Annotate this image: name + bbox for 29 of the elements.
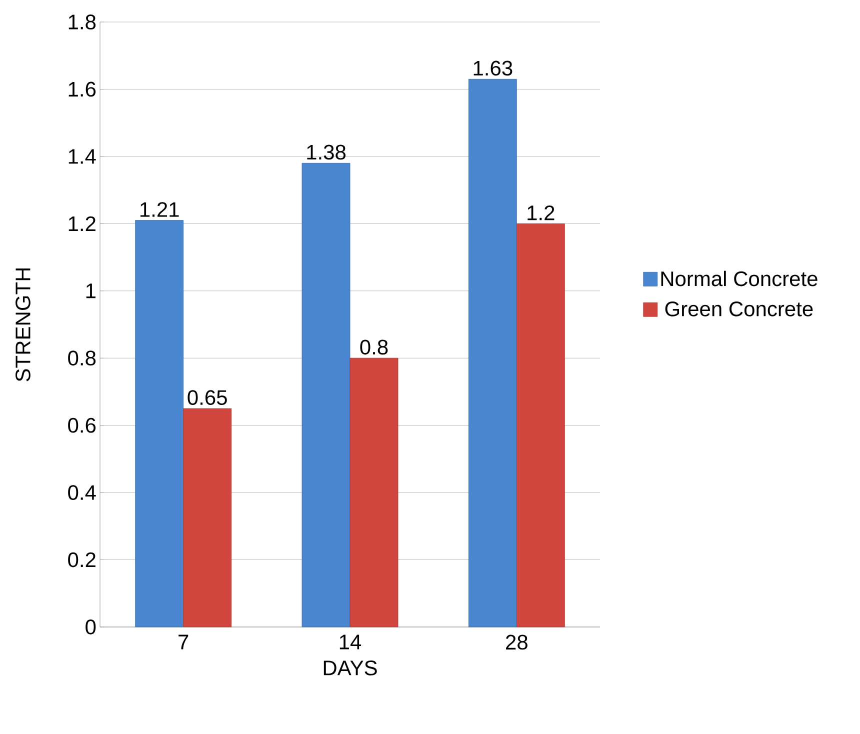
y-tick-label: 0.4 [68,485,96,500]
data-label: 1.21 [140,202,179,217]
x-tick-label: 14 [340,634,362,650]
data-label: 1.63 [474,60,512,76]
legend-label: Green Concrete [665,302,813,316]
bar [468,78,517,628]
bar [516,223,565,628]
x-tick-label: 28 [506,634,528,650]
legend-label: Normal Concrete [661,270,818,286]
y-tick-label: 1.6 [68,82,96,97]
x-tick-label: 7 [178,634,188,650]
y-tick-label: 1.8 [68,14,96,30]
y-tick-label: 0.6 [68,418,96,433]
y-tick-label: 0 [86,620,96,634]
data-label: 0.65 [188,390,227,405]
y-tick-label: 1.2 [68,216,96,231]
y-tick-label: 1.4 [68,149,96,164]
x-axis-title: DAYS [324,660,377,676]
y-tick-label: 0.2 [68,552,96,568]
bar [183,408,232,628]
y-tick-label: 1 [86,284,96,298]
bar [350,358,398,628]
data-label: 0.8 [360,340,388,355]
data-label: 1.38 [307,144,346,160]
bar [135,220,184,628]
y-axis-title: STRENGTH [16,268,30,382]
bar [302,162,350,628]
y-tick-label: 0.8 [68,350,96,366]
data-label: 1.2 [528,205,554,220]
